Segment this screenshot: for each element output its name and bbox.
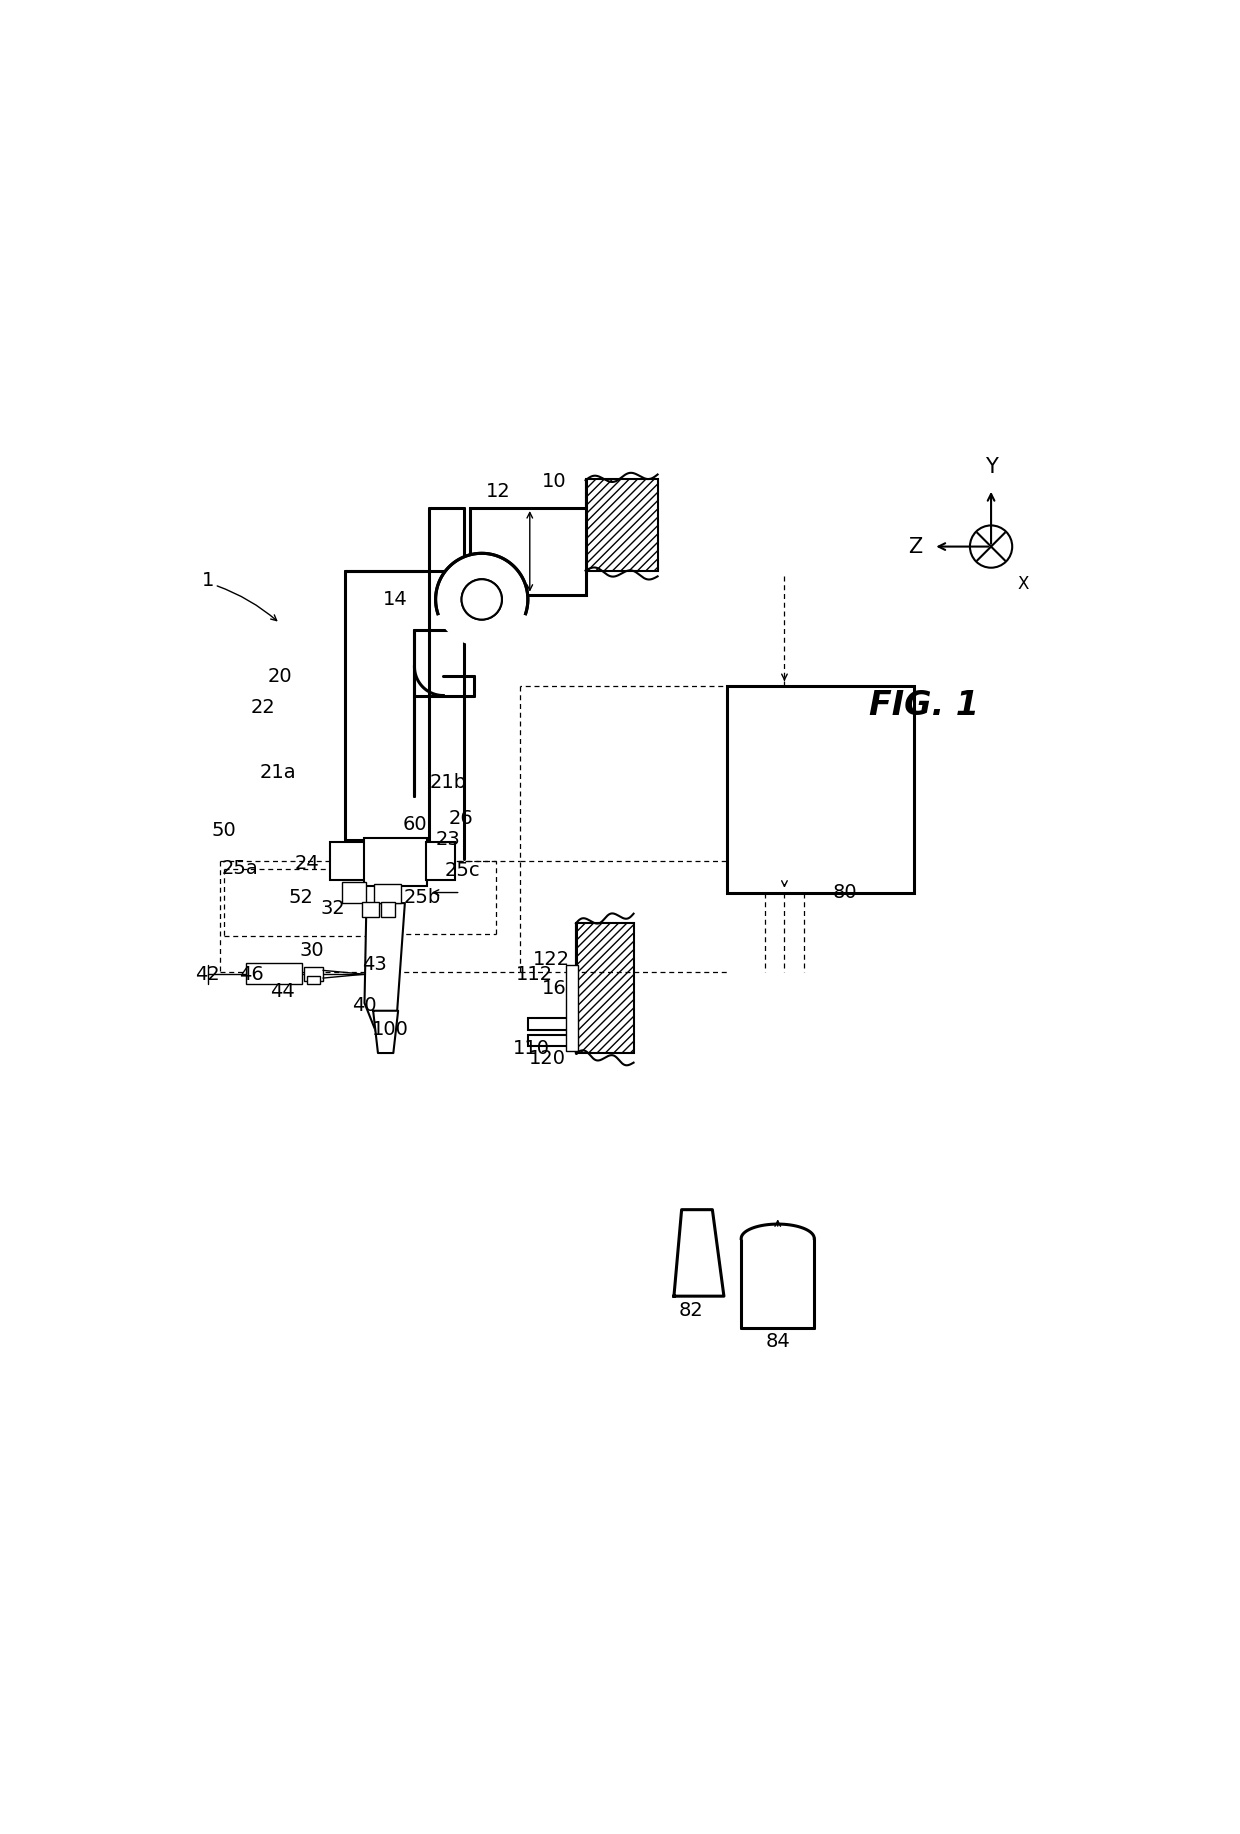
Bar xyxy=(362,902,379,917)
Text: 40: 40 xyxy=(352,996,377,1016)
Polygon shape xyxy=(435,554,528,646)
Circle shape xyxy=(461,580,502,620)
Text: 16: 16 xyxy=(542,979,567,998)
Text: 112: 112 xyxy=(516,965,553,983)
Text: 10: 10 xyxy=(542,471,567,492)
Bar xyxy=(727,686,914,893)
Text: X: X xyxy=(1018,576,1029,594)
Bar xyxy=(374,884,401,902)
Text: 32: 32 xyxy=(320,899,345,919)
Text: 20: 20 xyxy=(268,668,293,686)
Text: 22: 22 xyxy=(250,697,275,717)
Circle shape xyxy=(461,580,502,620)
Text: 25c: 25c xyxy=(445,860,480,880)
Text: 24: 24 xyxy=(294,855,319,873)
Bar xyxy=(427,842,455,880)
Text: 122: 122 xyxy=(533,950,570,970)
Text: Z: Z xyxy=(908,537,921,556)
Text: 82: 82 xyxy=(678,1300,703,1320)
Text: 43: 43 xyxy=(362,956,387,974)
Text: 52: 52 xyxy=(289,888,314,906)
Text: 42: 42 xyxy=(196,965,221,983)
Circle shape xyxy=(970,525,1012,569)
Polygon shape xyxy=(675,1210,724,1297)
Text: 21a: 21a xyxy=(259,763,296,781)
Text: 84: 84 xyxy=(765,1331,790,1352)
Text: 14: 14 xyxy=(383,591,408,609)
Text: 60: 60 xyxy=(402,814,427,834)
Bar xyxy=(528,1034,578,1045)
Bar xyxy=(585,479,657,570)
Text: Y: Y xyxy=(985,457,997,477)
Text: 21b: 21b xyxy=(429,772,466,792)
Text: 26: 26 xyxy=(448,809,472,827)
Text: 30: 30 xyxy=(299,941,324,959)
Text: 120: 120 xyxy=(528,1049,565,1067)
Bar xyxy=(470,508,585,594)
Text: 12: 12 xyxy=(486,482,511,501)
Polygon shape xyxy=(365,902,404,1033)
Bar xyxy=(247,963,303,983)
Text: 100: 100 xyxy=(372,1020,409,1040)
Text: 80: 80 xyxy=(833,882,857,902)
Text: 46: 46 xyxy=(239,965,263,983)
Text: 25a: 25a xyxy=(221,858,258,878)
Text: 1: 1 xyxy=(202,570,215,591)
Text: 44: 44 xyxy=(270,981,295,1001)
Text: 110: 110 xyxy=(513,1038,551,1058)
Text: 50: 50 xyxy=(212,820,237,840)
Bar xyxy=(365,838,427,886)
Text: 23: 23 xyxy=(435,831,460,849)
Polygon shape xyxy=(373,1011,398,1053)
Bar xyxy=(567,965,578,1051)
Bar xyxy=(306,976,320,983)
Text: 25b: 25b xyxy=(403,888,440,906)
Bar xyxy=(381,902,396,917)
Bar xyxy=(330,842,367,880)
Bar xyxy=(575,923,634,1053)
Bar xyxy=(342,882,367,902)
Text: FIG. 1: FIG. 1 xyxy=(869,688,978,721)
Bar xyxy=(304,967,324,981)
Bar xyxy=(528,1018,578,1031)
